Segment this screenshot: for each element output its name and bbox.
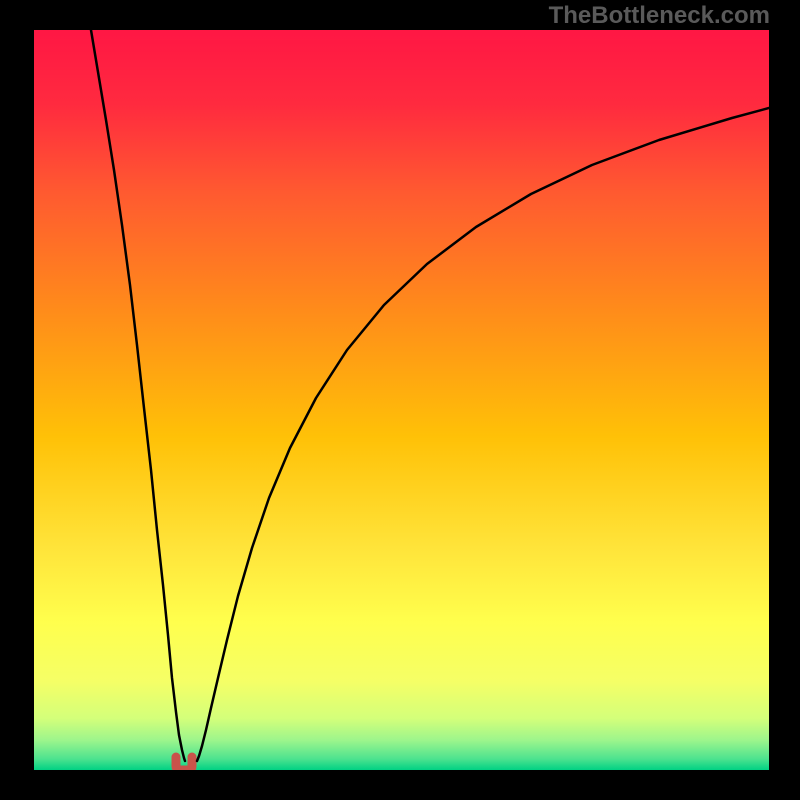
watermark-text: TheBottleneck.com <box>549 2 770 30</box>
chart-container: TheBottleneck.com <box>0 0 800 800</box>
curve-right-branch <box>197 108 769 761</box>
plot-area <box>34 30 769 770</box>
curve-left-branch <box>91 30 185 761</box>
bottleneck-curve <box>34 30 769 770</box>
